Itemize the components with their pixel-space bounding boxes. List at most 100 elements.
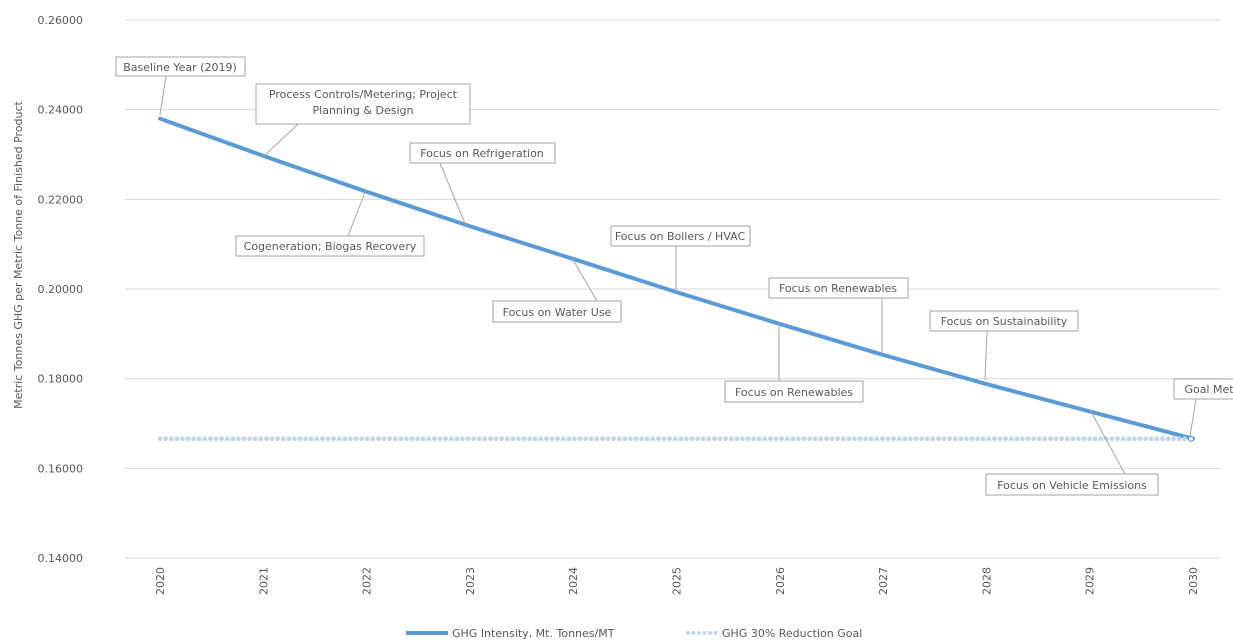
goal-dot — [672, 436, 678, 442]
goal-dot — [1008, 436, 1014, 442]
goal-dot — [471, 436, 476, 442]
goal-dot — [768, 436, 773, 442]
goal-dot — [880, 436, 885, 442]
goal-dot — [572, 436, 577, 442]
y-tick-label: 0.22000 — [38, 193, 84, 206]
goal-dot — [308, 436, 314, 442]
legend-item-ghg-intensity: GHG Intensity, Mt. Tonnes/MT — [406, 627, 615, 640]
goal-dot — [348, 436, 353, 442]
goal-dot — [1160, 436, 1165, 442]
annotation-leader — [571, 257, 598, 302]
goal-dot — [857, 436, 863, 442]
x-tick-label: 2030 — [1187, 567, 1200, 595]
goal-dot — [644, 436, 650, 442]
goal-dot — [1003, 436, 1008, 442]
goal-dot — [163, 436, 169, 442]
goal-dot — [521, 436, 527, 442]
goal-dot — [364, 436, 370, 442]
goal-dot — [633, 436, 639, 442]
goal-dot — [275, 436, 280, 442]
annotation-leader — [159, 75, 167, 116]
goal-dot — [420, 436, 426, 442]
goal-dot — [224, 436, 230, 442]
annotation-label: Focus on Vehicle Emissions — [997, 479, 1147, 492]
goal-dot — [661, 436, 667, 442]
annotation-box — [768, 277, 909, 299]
x-tick-label: 2021 — [257, 567, 270, 595]
goal-dot — [213, 436, 219, 442]
goal-dot — [241, 436, 247, 442]
goal-dot — [745, 436, 751, 442]
goal-dot — [566, 436, 572, 442]
goal-dot — [286, 436, 292, 442]
goal-dot — [919, 436, 924, 442]
goal-dot — [1126, 436, 1132, 442]
goal-dot — [964, 436, 969, 442]
goal-dot — [538, 436, 544, 442]
goal-dot — [863, 436, 868, 442]
goal-series — [157, 436, 1188, 442]
annotation-box — [929, 310, 1079, 332]
goal-dot — [762, 436, 768, 442]
goal-dot — [1171, 436, 1176, 442]
goal-dot — [723, 436, 728, 442]
legend-swatch-dot — [697, 631, 701, 635]
goal-dot — [829, 436, 835, 442]
goal-dot — [874, 436, 880, 442]
x-tick-label: 2022 — [361, 567, 374, 595]
annotation-label: Focus on Renewables — [779, 282, 897, 295]
x-tick-label: 2026 — [774, 567, 787, 595]
y-tick-label: 0.14000 — [38, 552, 84, 565]
goal-dot — [818, 436, 824, 442]
goal-dot — [236, 436, 241, 442]
annotation-label: Cogeneration; Biogas Recovery — [244, 240, 417, 253]
goal-dot — [460, 436, 465, 442]
goal-dot — [1165, 436, 1171, 442]
goal-dot — [392, 436, 398, 442]
goal-dot — [1064, 436, 1070, 442]
annotation-box — [610, 225, 751, 247]
goal-dot — [930, 436, 936, 442]
annotation: Focus on Renewables — [768, 277, 909, 354]
annotation-leader — [1089, 409, 1126, 475]
goal-dot — [689, 436, 695, 442]
goal-dot — [527, 436, 532, 442]
goal-dot — [499, 436, 504, 442]
goal-dot — [824, 436, 829, 442]
annotation-label: Goal Met — [1184, 383, 1233, 396]
annotation: Focus on Boilers / HVAC — [610, 225, 751, 292]
goal-dot — [303, 436, 308, 442]
goal-dot — [180, 436, 185, 442]
goal-dot — [947, 436, 952, 442]
goal-dot — [975, 436, 980, 442]
annotation: Baseline Year (2019) — [115, 56, 246, 116]
goal-dot — [448, 436, 454, 442]
goal-dot — [415, 436, 420, 442]
annotation: Focus on Refrigeration — [409, 142, 556, 227]
x-tick-label: 2027 — [877, 567, 890, 595]
goal-dot — [336, 436, 342, 442]
goal-dot — [622, 436, 628, 442]
annotation-box — [724, 380, 864, 403]
goal-dot — [678, 436, 684, 442]
legend-swatch-dot — [686, 631, 690, 635]
goal-dot — [1031, 436, 1036, 442]
goal-dot — [230, 436, 236, 442]
goal-dot — [1053, 436, 1059, 442]
goal-dot — [684, 436, 689, 442]
goal-met-marker — [1187, 435, 1195, 442]
goal-dot — [913, 436, 919, 442]
goal-dot — [936, 436, 941, 442]
goal-dot — [549, 436, 555, 442]
goal-dot — [482, 436, 488, 442]
goal-dot — [986, 436, 992, 442]
goal-dot — [846, 436, 852, 442]
goal-dot — [1120, 436, 1126, 442]
goal-dot — [174, 436, 180, 442]
goal-dot — [650, 436, 656, 442]
goal-dot — [493, 436, 499, 442]
goal-dot — [404, 436, 409, 442]
annotation: Process Controls/Metering; Project Planni… — [255, 83, 471, 158]
goal-dot — [1048, 436, 1053, 442]
goal-dot — [292, 436, 297, 442]
